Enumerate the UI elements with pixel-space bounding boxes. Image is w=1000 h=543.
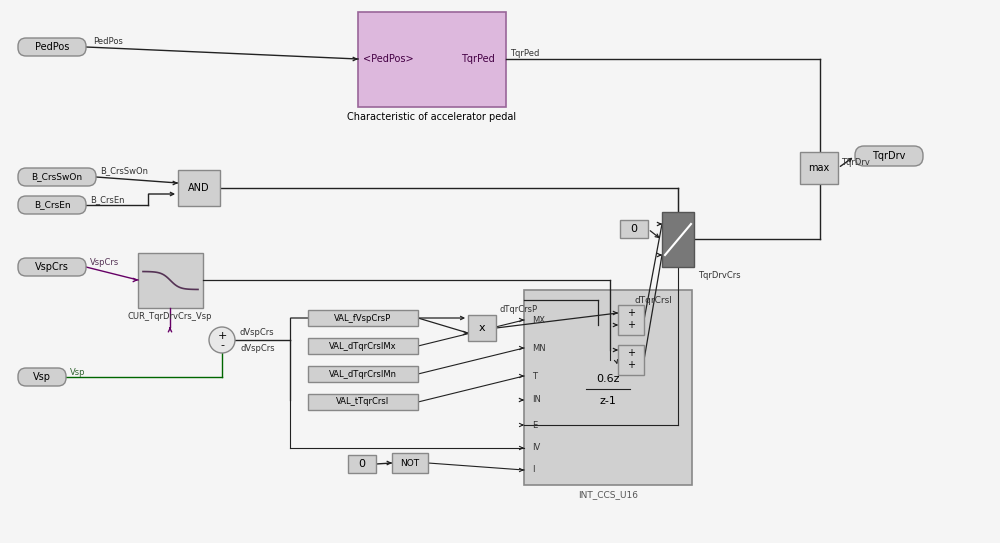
Text: IV: IV <box>532 444 540 452</box>
FancyBboxPatch shape <box>18 168 96 186</box>
FancyBboxPatch shape <box>358 12 506 107</box>
FancyBboxPatch shape <box>178 170 220 206</box>
Text: VAL_fVspCrsP: VAL_fVspCrsP <box>334 313 392 323</box>
Text: VAL_tTqrCrsI: VAL_tTqrCrsI <box>336 397 390 407</box>
Text: +: + <box>627 320 635 330</box>
Text: CUR_TqrDrvCrs_Vsp: CUR_TqrDrvCrs_Vsp <box>128 312 212 320</box>
Text: TqrDrv: TqrDrv <box>841 157 870 167</box>
FancyBboxPatch shape <box>18 196 86 214</box>
FancyBboxPatch shape <box>620 220 648 238</box>
Text: Characteristic of accelerator pedal: Characteristic of accelerator pedal <box>347 112 517 122</box>
Text: VAL_dTqrCrsIMn: VAL_dTqrCrsIMn <box>329 369 397 378</box>
Text: MN: MN <box>532 344 546 352</box>
Text: B_CrsSwOn: B_CrsSwOn <box>100 167 148 175</box>
Text: Vsp: Vsp <box>70 368 86 376</box>
Text: TqrPed: TqrPed <box>510 48 539 58</box>
Text: z-1: z-1 <box>600 396 616 406</box>
FancyBboxPatch shape <box>308 366 418 382</box>
Text: <PedPos>: <PedPos> <box>363 54 413 64</box>
Text: 0: 0 <box>359 459 366 469</box>
Text: TqrPed: TqrPed <box>461 54 495 64</box>
Text: TqrDrvCrs: TqrDrvCrs <box>698 270 741 280</box>
FancyBboxPatch shape <box>308 394 418 410</box>
Text: I: I <box>532 465 534 475</box>
Text: x: x <box>479 323 485 333</box>
Text: T: T <box>532 371 537 381</box>
Circle shape <box>209 327 235 353</box>
Text: PedPos: PedPos <box>93 36 123 46</box>
Text: dTqrCrsP: dTqrCrsP <box>500 305 538 313</box>
Text: B_CrsEn: B_CrsEn <box>34 200 70 210</box>
Text: 0.6z: 0.6z <box>596 374 620 384</box>
Text: +: + <box>217 331 227 341</box>
Text: VAL_dTqrCrsIMx: VAL_dTqrCrsIMx <box>329 342 397 350</box>
FancyBboxPatch shape <box>800 152 838 184</box>
Text: -: - <box>220 340 224 350</box>
FancyBboxPatch shape <box>392 453 428 473</box>
Text: IN: IN <box>532 395 541 405</box>
Text: E: E <box>532 420 537 430</box>
Text: PedPos: PedPos <box>35 42 69 52</box>
FancyBboxPatch shape <box>855 146 923 166</box>
Text: INT_CCS_U16: INT_CCS_U16 <box>578 490 638 500</box>
FancyBboxPatch shape <box>18 368 66 386</box>
FancyBboxPatch shape <box>468 315 496 341</box>
Text: B_CrsEn: B_CrsEn <box>90 195 125 205</box>
Text: dVspCrs: dVspCrs <box>239 327 274 337</box>
Text: 0: 0 <box>631 224 638 234</box>
Text: dVspCrs: dVspCrs <box>240 344 275 352</box>
Text: Vsp: Vsp <box>33 372 51 382</box>
Text: +: + <box>627 308 635 318</box>
FancyBboxPatch shape <box>348 455 376 473</box>
Text: +: + <box>627 348 635 358</box>
FancyBboxPatch shape <box>308 310 418 326</box>
Text: dTqrCrsI: dTqrCrsI <box>634 295 672 305</box>
Text: AND: AND <box>188 183 210 193</box>
Text: VspCrs: VspCrs <box>90 257 119 267</box>
Text: VspCrs: VspCrs <box>35 262 69 272</box>
Text: NOT: NOT <box>400 458 420 468</box>
Text: MX: MX <box>532 315 545 325</box>
Text: B_CrsSwOn: B_CrsSwOn <box>31 173 83 181</box>
FancyBboxPatch shape <box>18 38 86 56</box>
FancyBboxPatch shape <box>618 305 644 335</box>
FancyBboxPatch shape <box>18 258 86 276</box>
FancyBboxPatch shape <box>524 290 692 485</box>
FancyBboxPatch shape <box>662 212 694 267</box>
FancyBboxPatch shape <box>618 345 644 375</box>
Text: TqrDrv: TqrDrv <box>872 151 906 161</box>
FancyBboxPatch shape <box>308 338 418 354</box>
Text: +: + <box>627 360 635 370</box>
FancyBboxPatch shape <box>138 253 203 308</box>
Text: max: max <box>808 163 830 173</box>
